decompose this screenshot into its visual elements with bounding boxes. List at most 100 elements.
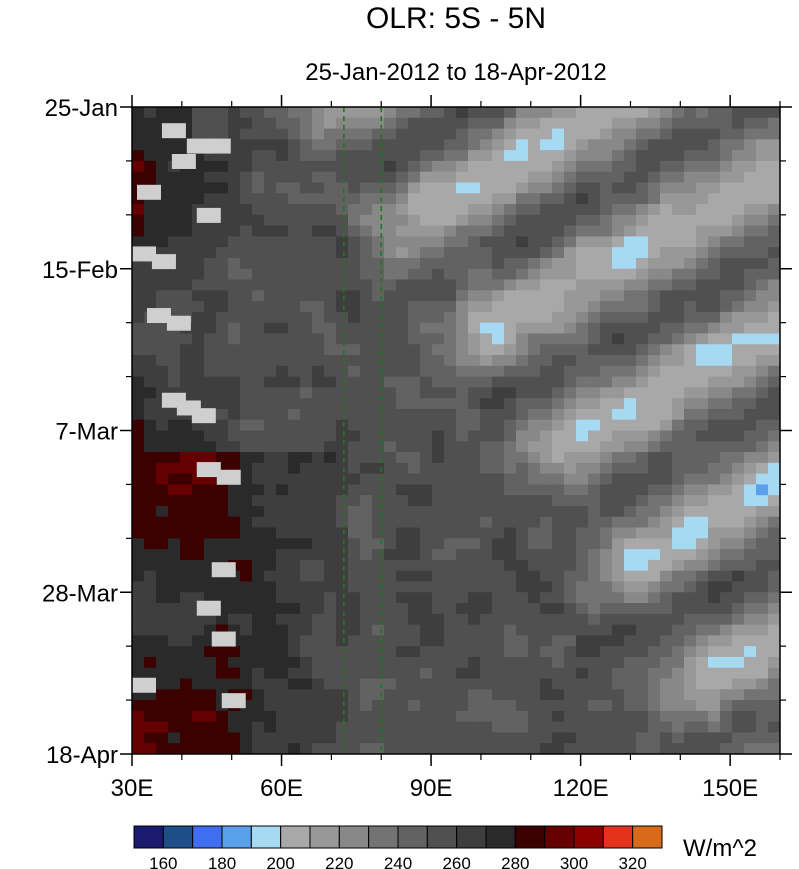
heatmap-cell — [276, 257, 289, 270]
heatmap-cell — [636, 193, 649, 205]
heatmap-cell — [132, 107, 145, 119]
heatmap-cell — [312, 311, 325, 324]
heatmap-cell — [708, 743, 721, 754]
heatmap-cell — [324, 333, 337, 345]
heatmap-cell — [276, 268, 289, 281]
heatmap-cell — [552, 247, 565, 259]
heatmap-cell — [240, 236, 253, 248]
heatmap-cell — [384, 656, 397, 669]
heatmap-cell — [132, 732, 145, 744]
heatmap-cell — [600, 570, 613, 583]
heatmap-cell — [720, 624, 733, 636]
heatmap-cell — [504, 667, 517, 680]
heatmap-cell — [636, 624, 649, 636]
heatmap-cell — [156, 495, 169, 507]
heatmap-cell — [396, 721, 409, 734]
heatmap-cell — [240, 301, 253, 313]
heatmap-cell — [372, 322, 385, 335]
heatmap-cell — [516, 570, 529, 583]
heatmap-cell — [528, 171, 541, 184]
heatmap-cell — [456, 635, 469, 647]
heatmap-cell — [684, 581, 697, 593]
heatmap-cell — [744, 344, 757, 356]
heatmap-cell — [576, 527, 589, 539]
heatmap-cell — [708, 193, 721, 205]
heatmap-cell — [708, 527, 721, 539]
heatmap-cell — [480, 743, 493, 754]
heatmap-cell — [672, 603, 685, 615]
heatmap-cell — [756, 689, 769, 701]
heatmap-cell — [432, 193, 445, 205]
heatmap-cell — [300, 495, 313, 507]
heatmap-cell — [324, 193, 337, 205]
heatmap-cell — [360, 700, 373, 712]
heatmap-cell — [360, 150, 373, 162]
heatmap-cell — [648, 279, 661, 291]
heatmap-cell — [384, 559, 397, 572]
heatmap-cell — [240, 290, 253, 302]
heatmap-cell — [624, 646, 637, 658]
heatmap-cell — [324, 419, 337, 432]
heatmap-cell — [660, 225, 673, 237]
heatmap-cell — [324, 581, 337, 593]
heatmap-cell — [588, 516, 601, 529]
heatmap-cell — [744, 549, 757, 561]
heatmap-cell — [204, 257, 217, 270]
heatmap-cell — [408, 689, 421, 701]
heatmap-cell — [636, 452, 649, 464]
heatmap-cell — [456, 732, 469, 744]
heatmap-cell — [576, 603, 589, 615]
heatmap-cell — [696, 549, 709, 561]
heatmap-cell — [216, 667, 229, 680]
heatmap-cell — [300, 484, 313, 496]
heatmap-cell — [636, 290, 649, 302]
heatmap-cell — [168, 365, 181, 378]
heatmap-cell — [240, 721, 253, 734]
heatmap-cell — [600, 678, 613, 690]
heatmap-cell — [552, 538, 565, 550]
heatmap-cell — [132, 462, 145, 475]
heatmap-cell — [372, 613, 385, 626]
heatmap-cell — [204, 107, 217, 119]
heatmap-cell — [360, 678, 373, 690]
heatmap-cell — [588, 452, 601, 464]
heatmap-cell — [636, 408, 649, 421]
heatmap-cell — [384, 462, 397, 475]
heatmap-cell — [732, 107, 745, 119]
heatmap-cell — [360, 549, 373, 561]
heatmap-cell — [204, 473, 217, 486]
colorbar-swatch — [368, 825, 399, 849]
heatmap-cell — [492, 150, 505, 162]
heatmap-cell — [432, 311, 445, 324]
heatmap-cell — [564, 290, 577, 302]
heatmap-cell — [708, 225, 721, 237]
heatmap-cell — [720, 398, 733, 410]
heatmap-cell — [684, 592, 697, 604]
heatmap-cell — [552, 214, 565, 227]
heatmap-cell — [456, 581, 469, 593]
heatmap-cell — [396, 355, 409, 367]
heatmap-cell — [156, 290, 169, 302]
heatmap-cell — [504, 570, 517, 583]
heatmap-cell — [228, 452, 241, 464]
heatmap-cell — [360, 656, 373, 669]
heatmap-cell — [288, 311, 301, 324]
heatmap-cell — [156, 182, 169, 194]
heatmap-cell — [180, 484, 193, 496]
heatmap-cell — [540, 613, 553, 626]
heatmap-cell — [312, 171, 325, 184]
heatmap-cell — [324, 603, 337, 615]
heatmap-cell — [468, 570, 481, 583]
heatmap-cell — [204, 656, 217, 669]
heatmap-cell — [132, 236, 145, 248]
missing-data-cell — [132, 246, 156, 262]
heatmap-cell — [288, 484, 301, 496]
heatmap-cell — [492, 462, 505, 475]
heatmap-cell — [696, 419, 709, 432]
heatmap-cell — [768, 365, 780, 378]
heatmap-cell — [456, 139, 469, 151]
heatmap-cell — [612, 549, 625, 561]
heatmap-cell — [768, 452, 780, 464]
colorbar-swatch — [426, 825, 458, 849]
